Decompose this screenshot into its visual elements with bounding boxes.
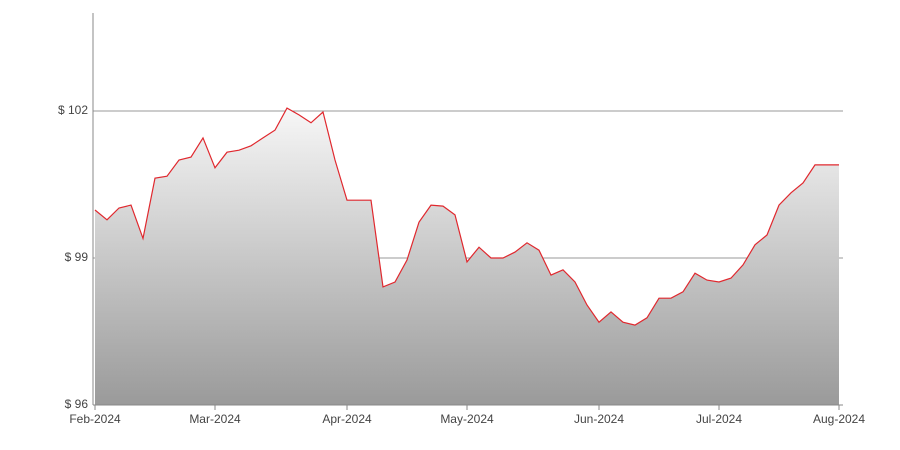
- x-tick-label: Feb-2024: [69, 412, 121, 426]
- x-tick-label: Jul-2024: [696, 412, 742, 426]
- y-tick-label: $ 102: [58, 103, 88, 117]
- x-tick-label: Mar-2024: [189, 412, 241, 426]
- line: [94, 107, 839, 326]
- area: [95, 108, 839, 405]
- x-tick-label: Jun-2024: [574, 412, 624, 426]
- x-tick-label: May-2024: [440, 412, 494, 426]
- y-tick-label: $ 96: [65, 397, 89, 411]
- x-tick-label: Apr-2024: [322, 412, 372, 426]
- y-tick-label: $ 99: [65, 250, 89, 264]
- x-tick-label: Aug-2024: [813, 412, 865, 426]
